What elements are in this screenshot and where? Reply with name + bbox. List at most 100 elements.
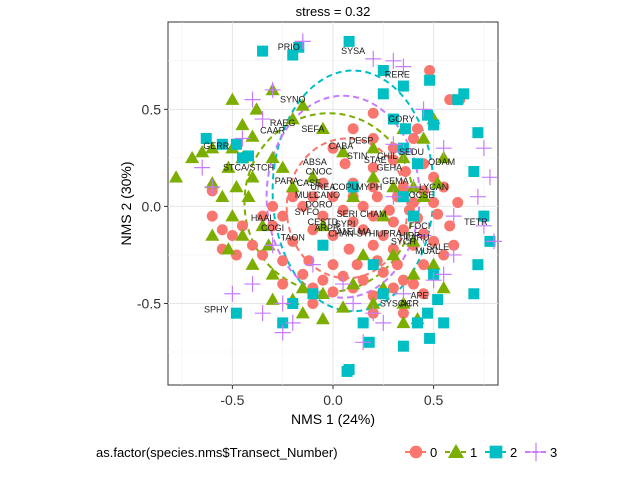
y-tick-label: -0.5 xyxy=(137,295,161,311)
species-label: LARU xyxy=(406,232,430,242)
point-series-1 xyxy=(249,102,264,115)
point-series-0 xyxy=(448,239,460,251)
point-series-2 xyxy=(357,317,369,329)
point-series-1 xyxy=(386,180,401,193)
point-series-0 xyxy=(407,132,419,144)
point-series-0 xyxy=(391,259,403,271)
point-series-0 xyxy=(347,216,359,228)
point-series-1 xyxy=(336,300,351,313)
point-series-0 xyxy=(371,191,383,203)
point-series-3 xyxy=(415,227,432,244)
point-series-0 xyxy=(307,297,319,309)
point-series-1 xyxy=(396,296,411,309)
point-series-0 xyxy=(317,274,329,286)
point-series-1 xyxy=(346,277,361,290)
point-series-0 xyxy=(337,204,349,216)
point-series-2 xyxy=(377,288,389,300)
species-label: ODAM xyxy=(428,157,455,167)
species-label: STIN xyxy=(347,151,368,161)
point-series-0 xyxy=(387,282,399,294)
point-series-3 xyxy=(274,295,291,312)
point-series-2 xyxy=(472,127,484,139)
point-series-1 xyxy=(295,306,310,319)
species-label: SYSCH xyxy=(380,298,411,308)
y-axis-label: NMS 2 (30%) xyxy=(118,161,134,245)
species-label: TAON xyxy=(281,232,305,242)
point-series-0 xyxy=(297,268,309,280)
point-series-2 xyxy=(257,45,269,57)
point-series-1 xyxy=(241,189,256,202)
species-label: TETR xyxy=(464,217,488,227)
legend-marker-1 xyxy=(447,443,465,459)
species-label: CHAM xyxy=(360,209,387,219)
point-series-0 xyxy=(367,210,379,222)
point-series-0 xyxy=(387,216,399,228)
point-series-2 xyxy=(317,239,329,251)
point-series-0 xyxy=(452,197,464,209)
point-series-2 xyxy=(230,138,242,150)
point-series-1 xyxy=(205,228,220,241)
point-series-0 xyxy=(347,123,359,135)
point-series-2 xyxy=(287,297,299,309)
point-series-3 xyxy=(395,58,412,75)
point-series-1 xyxy=(245,170,260,183)
point-series-2 xyxy=(277,317,289,329)
point-series-1 xyxy=(295,98,310,111)
point-series-2 xyxy=(472,259,484,271)
point-series-1 xyxy=(376,209,391,222)
point-series-3 xyxy=(365,50,382,67)
point-series-3 xyxy=(194,159,211,176)
point-series-3 xyxy=(405,179,422,195)
point-series-2 xyxy=(478,210,490,222)
point-series-2 xyxy=(397,340,409,352)
species-label: CHAN xyxy=(328,229,354,239)
point-series-1 xyxy=(315,312,330,325)
point-series-3 xyxy=(304,256,321,273)
point-series-2 xyxy=(307,288,319,300)
legend-label-3: 3 xyxy=(550,445,557,460)
point-series-0 xyxy=(216,224,228,236)
x-tick-label: -0.5 xyxy=(220,392,244,408)
point-series-1 xyxy=(169,170,184,183)
point-series-0 xyxy=(367,239,379,251)
species-label: SYCH xyxy=(391,236,416,246)
point-series-2 xyxy=(242,150,254,162)
point-series-2 xyxy=(200,132,212,144)
point-series-1 xyxy=(265,292,280,305)
point-series-0 xyxy=(247,239,259,251)
point-series-0 xyxy=(339,158,351,170)
species-label: SPHY xyxy=(204,304,229,314)
legend-title: as.factor(species.nms$Transect_Number) xyxy=(96,445,338,460)
point-series-1 xyxy=(366,296,381,309)
point-series-0 xyxy=(428,197,440,209)
point-series-3 xyxy=(264,81,281,98)
point-series-0 xyxy=(236,220,248,232)
point-series-3 xyxy=(469,188,486,205)
point-series-2 xyxy=(438,317,450,329)
species-label: DESP xyxy=(349,135,374,145)
point-series-2 xyxy=(468,165,480,177)
x-tick-label: 0.0 xyxy=(323,392,343,408)
point-series-1 xyxy=(315,218,330,232)
ellipse-series-2 xyxy=(271,69,435,313)
point-series-2 xyxy=(377,88,389,100)
point-series-0 xyxy=(327,191,339,203)
species-label: ACR xyxy=(400,298,420,308)
species-label: MUAL xyxy=(415,246,440,256)
point-series-2 xyxy=(367,259,379,271)
point-series-2 xyxy=(428,119,440,131)
point-series-1 xyxy=(406,267,421,280)
point-series-1 xyxy=(285,112,300,125)
point-series-1 xyxy=(265,267,280,280)
point-series-1 xyxy=(416,189,431,202)
point-series-0 xyxy=(397,307,409,319)
species-label: OCSE xyxy=(409,190,435,200)
species-label: ELMA xyxy=(347,227,372,237)
species-label: SYHI xyxy=(357,229,378,239)
point-series-1 xyxy=(366,141,381,154)
point-series-3 xyxy=(485,233,502,250)
species-label: PRIO xyxy=(278,42,300,52)
point-series-0 xyxy=(357,200,369,212)
species-label: SERI xyxy=(337,209,358,219)
point-series-1 xyxy=(436,280,451,294)
